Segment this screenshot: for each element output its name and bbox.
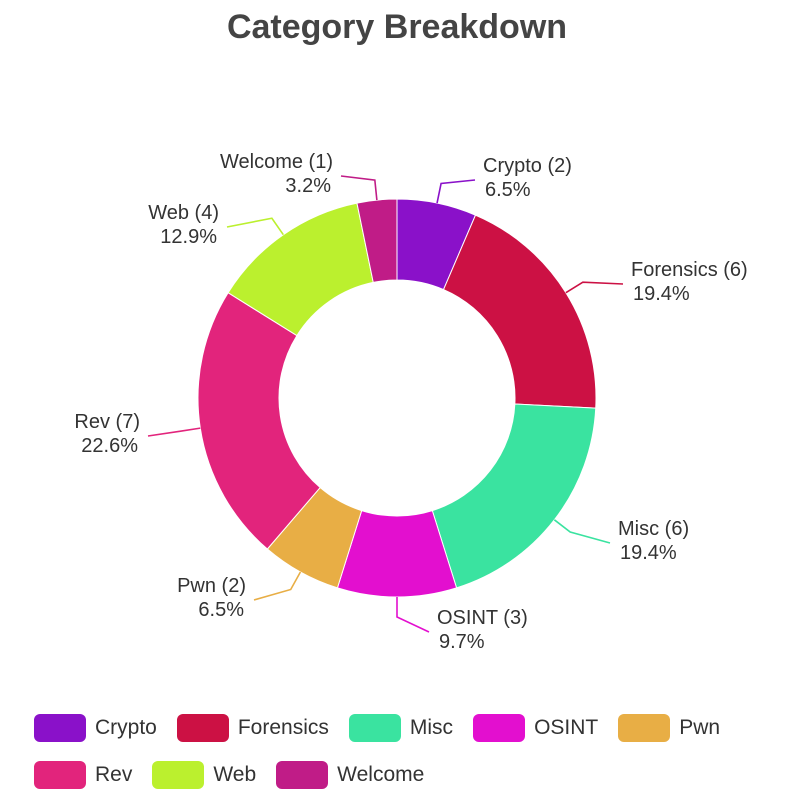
slice-rev[interactable] xyxy=(197,292,321,550)
legend: Crypto Forensics Misc OSINT Pwn Rev Web Welcom… xyxy=(34,712,774,806)
slice-label-forensics: Forensics (6) xyxy=(631,259,748,281)
legend-item-forensics[interactable]: Forensics xyxy=(176,714,329,742)
legend-swatch-web xyxy=(152,761,205,789)
legend-swatch-crypto xyxy=(34,714,86,742)
legend-swatch-pwn xyxy=(618,714,671,742)
legend-swatch-forensics xyxy=(176,714,229,742)
legend-swatch-rev xyxy=(34,761,86,789)
legend-item-rev[interactable]: Rev xyxy=(34,761,132,789)
legend-label-web: Web xyxy=(213,763,257,786)
legend-label-welcome: Welcome xyxy=(337,763,425,786)
leader-line-pwn xyxy=(253,571,302,601)
legend-swatch-osint xyxy=(473,714,526,742)
legend-swatch-misc xyxy=(348,714,401,742)
slice-label-misc: Misc (6) xyxy=(618,518,689,540)
slice-percent-rev: 22.6% xyxy=(81,435,138,457)
slice-label-osint: OSINT (3) xyxy=(437,607,528,629)
chart-title: Category Breakdown xyxy=(226,8,568,46)
legend-label-rev: Rev xyxy=(95,763,133,786)
slice-forensics[interactable] xyxy=(442,214,597,409)
legend-label-crypto: Crypto xyxy=(95,716,157,739)
slice-percent-osint: 9.7% xyxy=(439,631,485,653)
slice-percent-misc: 19.4% xyxy=(620,542,677,564)
leader-line-forensics xyxy=(565,281,624,294)
slice-label-welcome: Welcome (1) xyxy=(220,151,333,173)
slice-welcome[interactable] xyxy=(356,198,398,284)
legend-label-misc: Misc xyxy=(409,716,454,739)
legend-swatch-welcome xyxy=(276,761,329,789)
slice-label-web: Web (4) xyxy=(148,202,219,224)
legend-item-web[interactable]: Web xyxy=(152,761,256,789)
leader-line-osint xyxy=(396,597,430,633)
legend-item-welcome[interactable]: Welcome xyxy=(276,761,424,789)
leader-line-web xyxy=(226,217,284,236)
legend-item-pwn[interactable]: Pwn xyxy=(618,714,720,742)
leader-line-rev xyxy=(147,427,201,437)
slice-misc[interactable] xyxy=(431,403,597,589)
legend-item-osint[interactable]: OSINT xyxy=(473,714,598,742)
legend-label-forensics: Forensics xyxy=(237,716,329,739)
slice-percent-welcome: 3.2% xyxy=(285,175,331,197)
slice-label-rev: Rev (7) xyxy=(74,411,140,433)
legend-label-osint: OSINT xyxy=(534,716,599,739)
slice-label-pwn: Pwn (2) xyxy=(177,575,246,597)
slice-label-crypto: Crypto (2) xyxy=(483,155,572,177)
slice-percent-forensics: 19.4% xyxy=(633,283,690,305)
legend-label-pwn: Pwn xyxy=(679,716,721,739)
leader-line-welcome xyxy=(340,175,378,201)
slice-percent-pwn: 6.5% xyxy=(198,599,244,621)
legend-item-misc[interactable]: Misc xyxy=(348,714,454,742)
leader-line-crypto xyxy=(436,179,476,204)
leader-line-misc xyxy=(553,519,611,544)
slice-percent-web: 12.9% xyxy=(160,226,217,248)
slice-percent-crypto: 6.5% xyxy=(485,179,531,201)
legend-item-crypto[interactable]: Crypto xyxy=(34,714,157,742)
